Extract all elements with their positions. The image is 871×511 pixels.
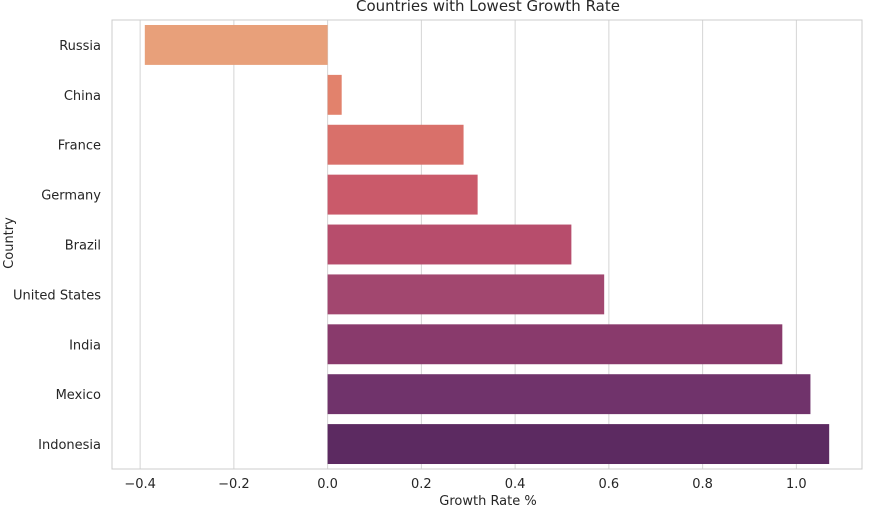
bars [144, 24, 830, 465]
y-tick-labels: Russia China France Germany Brazil United Sta… [13, 39, 101, 453]
x-tick-label: 0.6 [599, 477, 620, 492]
x-tick-label: −0.2 [218, 477, 250, 492]
bar [327, 274, 605, 315]
bar [327, 174, 478, 215]
x-tick-label: 1.0 [786, 477, 807, 492]
x-tick-label: −0.4 [124, 477, 156, 492]
bar [144, 24, 328, 65]
y-tick-label: Russia [59, 39, 101, 54]
x-tick-label: 0.0 [317, 477, 338, 492]
bar [327, 124, 464, 165]
y-axis-label: Country [2, 217, 17, 269]
x-tick-label: 0.4 [505, 477, 526, 492]
bar [327, 424, 830, 465]
x-tick-label: 0.2 [411, 477, 432, 492]
y-tick-label: France [58, 139, 101, 154]
y-tick-label: China [64, 89, 101, 104]
y-tick-label: Indonesia [38, 438, 101, 453]
plot-frame [111, 19, 863, 470]
chart-title: Countries with Lowest Growth Rate [356, 0, 620, 15]
bar [327, 374, 811, 415]
bar [327, 74, 342, 115]
bar [327, 324, 783, 365]
bar [327, 224, 572, 265]
y-tick-label: Mexico [56, 388, 101, 403]
y-tick-label: Brazil [65, 239, 101, 254]
x-tick-label: 0.8 [692, 477, 713, 492]
x-axis-label: Growth Rate % [439, 494, 536, 509]
y-tick-label: India [69, 338, 101, 353]
y-tick-label: Germany [41, 189, 101, 204]
y-tick-label: United States [13, 288, 101, 303]
x-tick-labels: −0.4 −0.2 0.0 0.2 0.4 0.6 0.8 1.0 [124, 477, 806, 492]
